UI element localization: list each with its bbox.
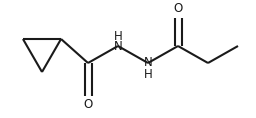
Text: N: N [114,40,122,53]
Text: O: O [173,2,183,15]
Text: H: H [144,67,152,80]
Text: H: H [114,30,122,42]
Text: N: N [144,57,152,70]
Text: O: O [83,99,93,112]
